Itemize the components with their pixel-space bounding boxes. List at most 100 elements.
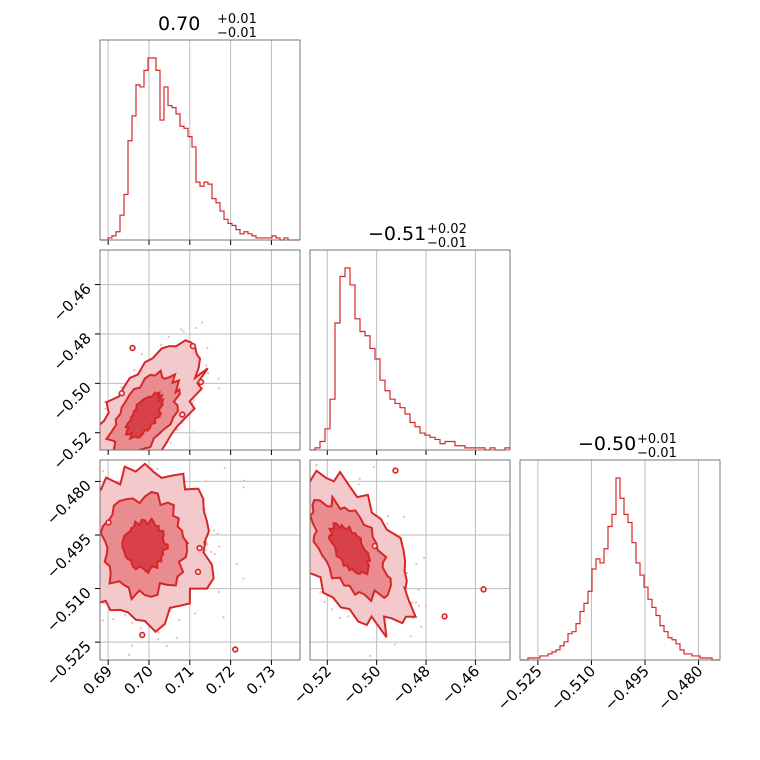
scatter-point	[94, 471, 96, 473]
scatter-point	[93, 615, 95, 617]
contour-level-2	[124, 391, 165, 441]
scatter-point	[79, 507, 81, 509]
scatter-point	[417, 588, 420, 592]
scatter-point	[82, 517, 84, 519]
scatter-point	[152, 451, 154, 453]
scatter-point	[37, 483, 39, 485]
panel-title-plus: +0.01	[637, 432, 677, 447]
scatter-point	[131, 458, 133, 460]
scatter-point	[281, 474, 283, 476]
panel-frame	[309, 459, 511, 661]
scatter-point	[291, 506, 293, 508]
scatter-point	[287, 511, 289, 513]
x-tick-label: −0.495	[601, 662, 653, 714]
scatter-point	[209, 550, 213, 554]
contour-island	[129, 452, 134, 457]
scatter-point	[280, 484, 282, 486]
scatter-point	[85, 468, 87, 470]
scatter-point	[89, 461, 91, 463]
scatter-point	[94, 502, 96, 504]
scatter-point	[222, 616, 225, 619]
scatter-point	[182, 330, 185, 333]
pair-panel-1	[55, 453, 301, 665]
histogram-panel-0: 0.70 +0.01−0.01	[99, 12, 301, 245]
scatter-point	[218, 545, 221, 548]
scatter-point	[105, 460, 107, 462]
contour-island	[105, 519, 112, 526]
scatter-point	[96, 459, 98, 461]
scatter-point	[104, 407, 107, 410]
contour-island	[194, 568, 202, 576]
scatter-point	[116, 475, 118, 477]
panel-title-plus: +0.01	[217, 12, 257, 27]
scatter-point	[168, 468, 170, 470]
scatter-point	[96, 506, 98, 508]
scatter-point	[55, 544, 57, 546]
scatter-point	[319, 591, 322, 594]
panel-frame	[99, 39, 301, 241]
scatter-point	[212, 529, 215, 532]
scatter-point	[77, 523, 79, 525]
scatter-point	[290, 476, 292, 478]
scatter-point	[87, 562, 89, 564]
scatter-point	[300, 478, 302, 480]
scatter-point	[323, 600, 326, 603]
scatter-point	[151, 452, 153, 454]
scatter-point	[242, 486, 245, 489]
scatter-point	[358, 477, 361, 481]
scatter-point	[176, 428, 179, 431]
scatter-point	[409, 635, 412, 638]
scatter-point	[93, 509, 95, 511]
scatter-point	[282, 511, 284, 513]
scatter-point	[130, 621, 134, 624]
panel-title-median: −0.50	[578, 433, 636, 455]
histogram-panel-1: −0.51 +0.02−0.01	[309, 222, 511, 455]
scatter-point	[283, 491, 285, 493]
contour-island	[290, 543, 295, 548]
contour-level-2	[121, 517, 170, 575]
scatter-point	[120, 386, 123, 389]
panel-title-plus: +0.02	[427, 222, 467, 237]
scatter-point	[124, 613, 127, 616]
x-tick-label: 0.70	[120, 662, 156, 698]
scatter-point	[103, 456, 105, 458]
scatter-point	[217, 377, 220, 380]
scatter-point	[178, 618, 181, 622]
scatter-point	[169, 441, 172, 444]
scatter-point	[92, 643, 94, 645]
histogram-series-1	[310, 267, 511, 451]
scatter-point	[122, 462, 124, 464]
x-tick-label: 0.71	[161, 662, 197, 698]
scatter-point	[97, 459, 99, 461]
panel-frame	[99, 459, 301, 661]
scatter-point	[402, 515, 406, 518]
scatter-point	[289, 470, 291, 472]
scatter-point	[112, 618, 115, 621]
scatter-point	[417, 604, 421, 607]
scatter-point	[150, 453, 152, 455]
scatter-point	[113, 450, 115, 452]
scatter-point	[332, 447, 334, 449]
panel-frame	[309, 249, 511, 451]
scatter-point	[180, 328, 183, 331]
scatter-point	[110, 475, 112, 477]
scatter-point	[124, 452, 126, 454]
scatter-point	[89, 549, 91, 551]
scatter-point	[303, 538, 305, 540]
contour-island	[179, 411, 186, 418]
scatter-point	[132, 452, 134, 454]
scatter-point	[213, 552, 216, 556]
scatter-point	[91, 582, 93, 584]
scatter-point	[193, 399, 196, 402]
scatter-point	[94, 608, 96, 610]
scatter-point	[165, 644, 168, 648]
scatter-point	[286, 559, 288, 561]
scatter-point	[127, 452, 129, 454]
y-tick-label: −0.48	[50, 329, 95, 374]
scatter-point	[98, 456, 100, 458]
scatter-point	[206, 543, 209, 546]
y-tick-label: −0.46	[50, 280, 95, 325]
scatter-point	[297, 465, 299, 467]
scatter-point	[293, 536, 295, 538]
